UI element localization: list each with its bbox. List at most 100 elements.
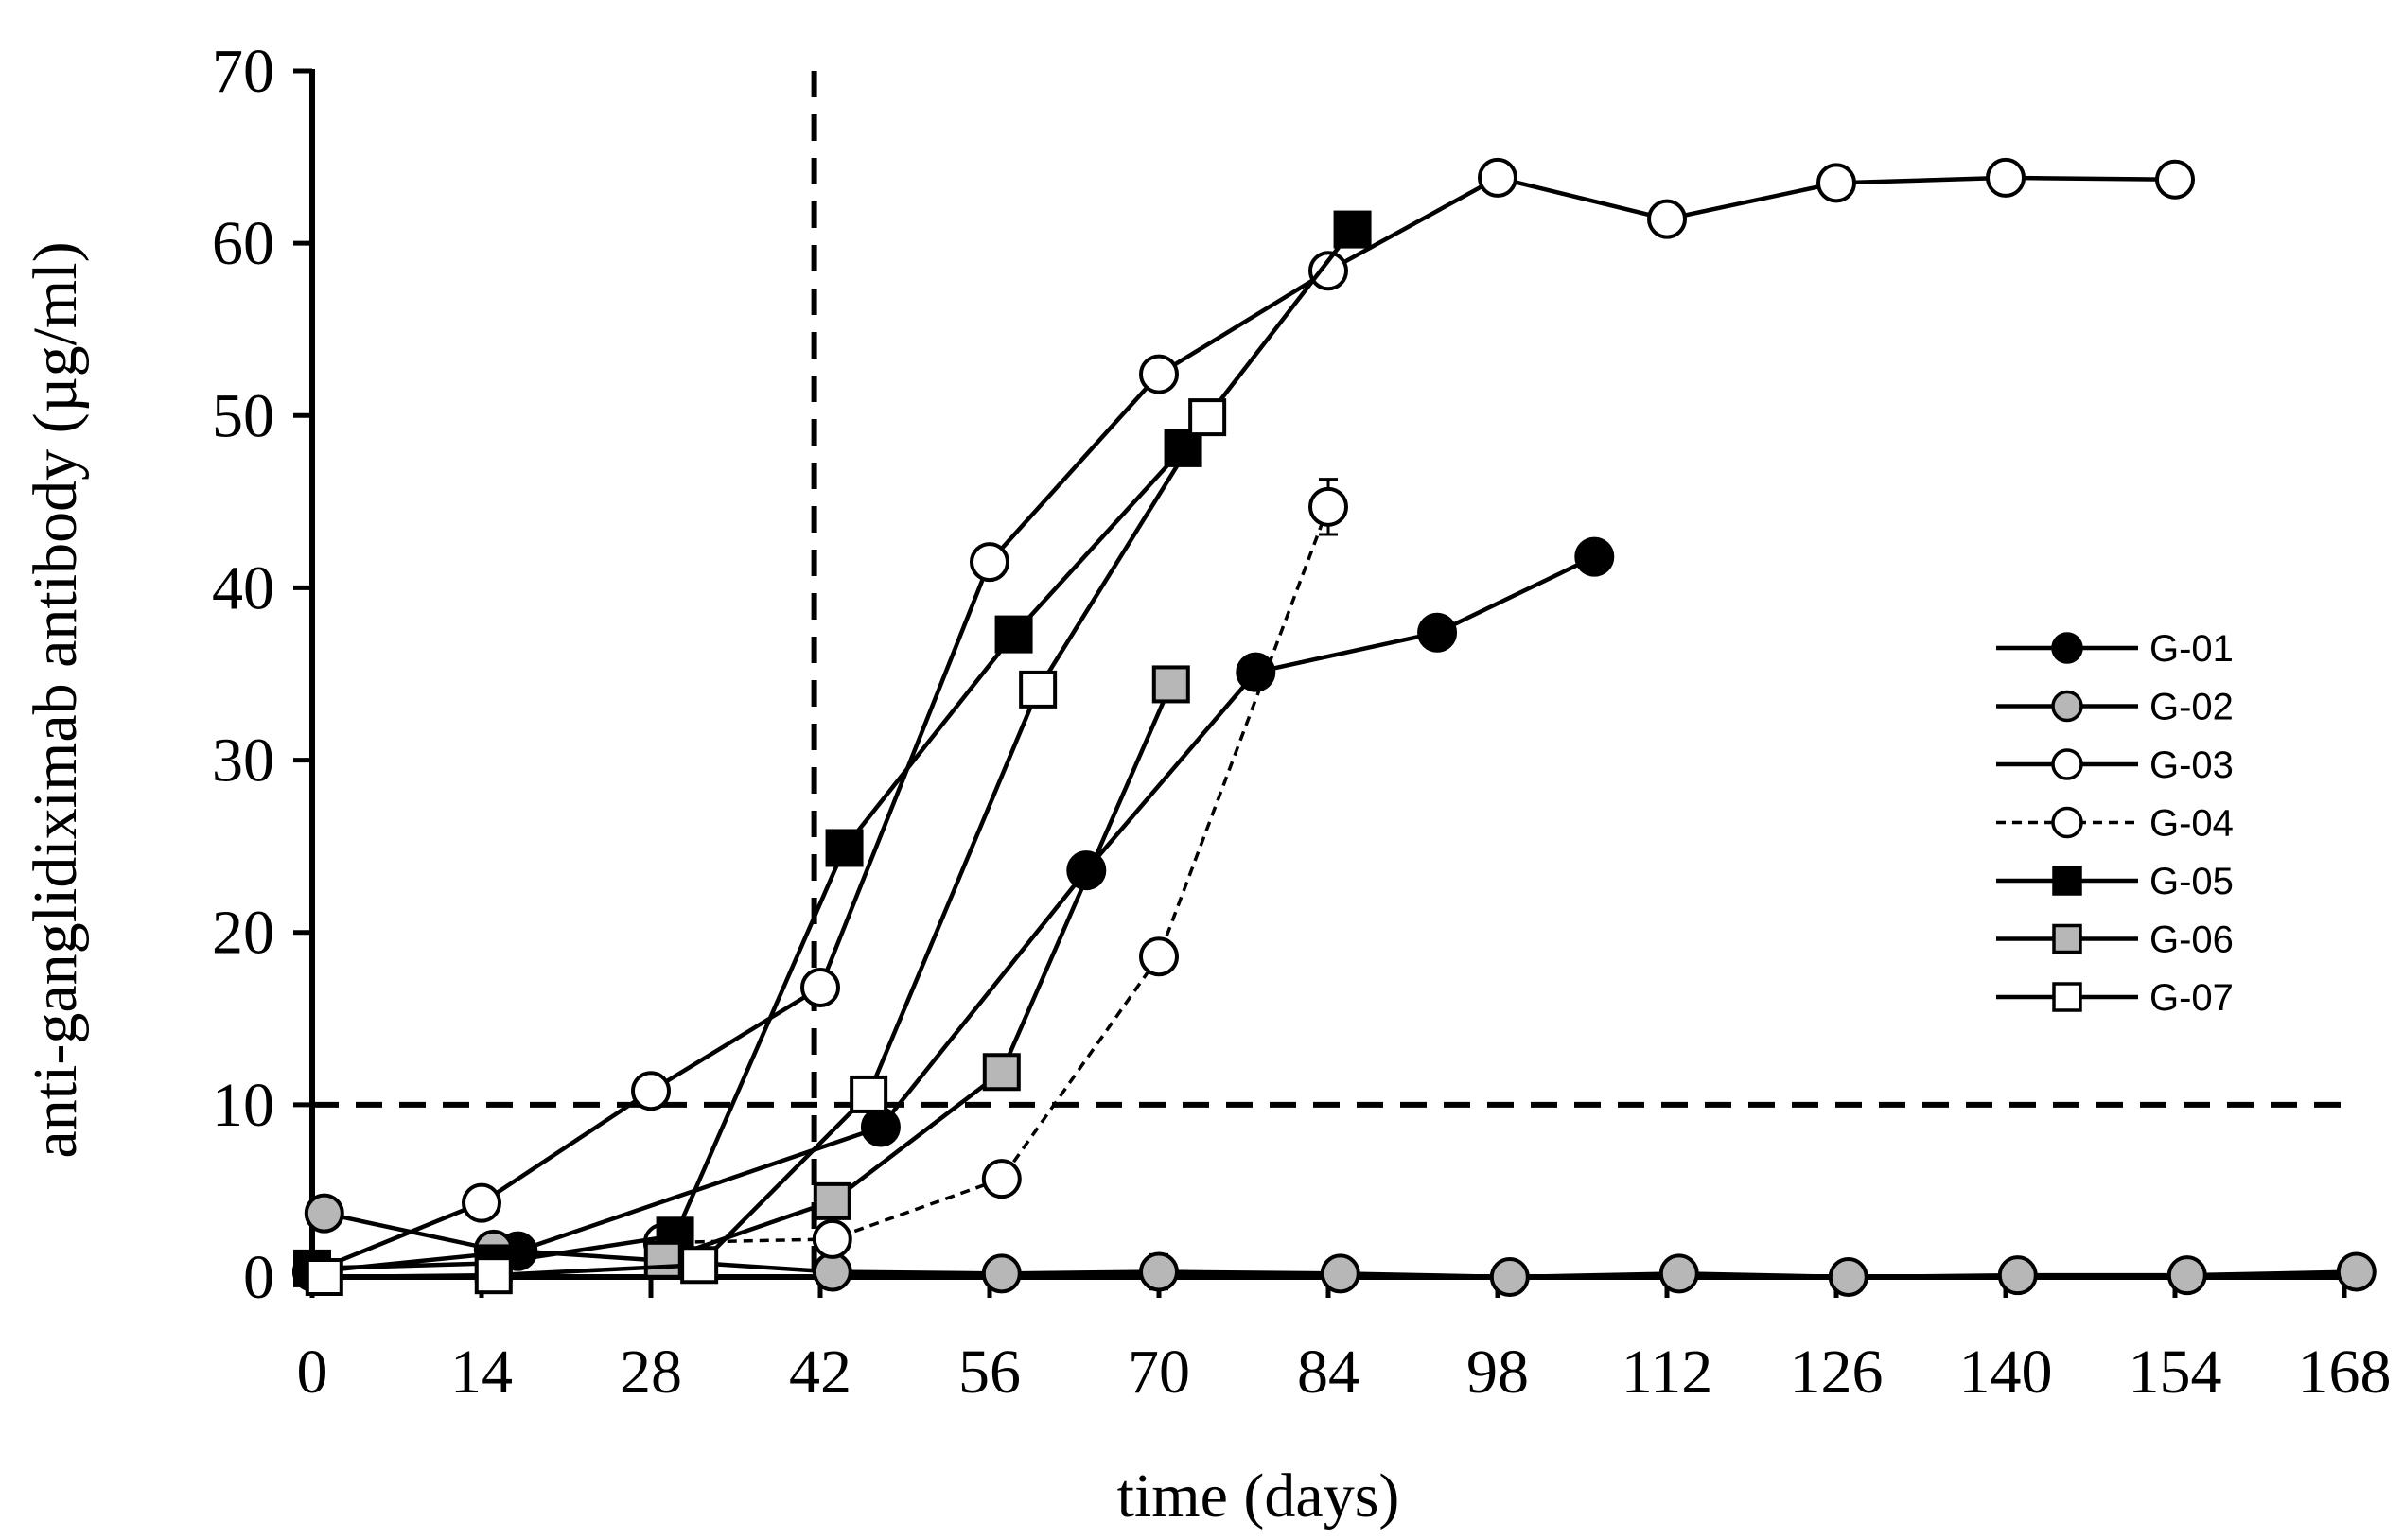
data-point-g-07 bbox=[680, 1246, 719, 1285]
data-point-g-04 bbox=[812, 1218, 852, 1259]
legend-label-g-01: G-01 bbox=[2149, 628, 2234, 670]
x-tick-label: 70 bbox=[1128, 1338, 1190, 1407]
data-point-g-06 bbox=[982, 1053, 1021, 1092]
legend-item-g-06: G-06 bbox=[1996, 919, 2234, 961]
legend-marker-g-03 bbox=[2051, 748, 2083, 780]
x-tick-label: 98 bbox=[1466, 1338, 1529, 1407]
legend-marker-g-01 bbox=[2051, 632, 2083, 664]
data-point-g-02 bbox=[304, 1193, 344, 1234]
legend-label-g-06: G-06 bbox=[2149, 919, 2234, 961]
data-point-g-07 bbox=[850, 1075, 888, 1113]
data-point-g-05 bbox=[825, 829, 864, 867]
data-point-g-02 bbox=[1997, 1255, 2038, 1296]
data-point-g-05 bbox=[1333, 210, 1372, 249]
data-point-g-07 bbox=[305, 1258, 343, 1296]
data-point-g-03 bbox=[1139, 354, 1179, 394]
legend-marker-g-04 bbox=[2051, 806, 2083, 839]
data-point-g-04 bbox=[1139, 936, 1179, 977]
y-tick-label: 60 bbox=[212, 209, 274, 278]
legend-marker-g-07 bbox=[2052, 982, 2082, 1012]
data-point-g-03 bbox=[1647, 199, 1687, 239]
data-point-g-03 bbox=[800, 968, 840, 1007]
data-point-g-04 bbox=[981, 1159, 1022, 1199]
data-point-g-02 bbox=[1828, 1257, 1868, 1297]
data-point-g-03 bbox=[970, 542, 1009, 583]
series-line-g-04 bbox=[662, 506, 1330, 1245]
data-point-g-02 bbox=[1139, 1251, 1179, 1292]
data-point-g-01 bbox=[1574, 536, 1615, 577]
data-point-g-05 bbox=[994, 615, 1033, 654]
data-point-g-02 bbox=[1489, 1257, 1530, 1297]
data-point-g-03 bbox=[1478, 157, 1517, 198]
series-layer bbox=[292, 157, 2377, 1297]
legend-item-g-05: G-05 bbox=[1996, 861, 2234, 902]
x-tick-label: 14 bbox=[450, 1338, 513, 1407]
data-point-g-02 bbox=[2166, 1255, 2207, 1296]
data-point-g-03 bbox=[1986, 157, 2026, 198]
series-line-g-05 bbox=[311, 228, 1355, 1271]
series-line-g-02 bbox=[324, 1211, 2357, 1280]
series-line-g-06 bbox=[662, 683, 1173, 1262]
data-point-g-07 bbox=[1188, 398, 1227, 437]
series-g-06 bbox=[643, 665, 1190, 1279]
legend-item-g-07: G-07 bbox=[1996, 977, 2234, 1019]
y-tick-label: 20 bbox=[212, 899, 274, 968]
data-point-g-02 bbox=[2336, 1251, 2377, 1292]
series-line-g-07 bbox=[324, 415, 1210, 1280]
data-point-g-03 bbox=[2155, 159, 2195, 200]
data-point-g-02 bbox=[1320, 1253, 1360, 1294]
data-point-g-02 bbox=[1658, 1253, 1699, 1294]
data-point-g-02 bbox=[812, 1251, 852, 1292]
data-point-g-06 bbox=[1151, 665, 1190, 704]
series-line-g-01 bbox=[311, 554, 1596, 1274]
x-tick-label: 56 bbox=[958, 1338, 1021, 1407]
y-axis-title: anti-ganglidiximab antibody (µg/ml) bbox=[21, 241, 90, 1158]
data-point-g-03 bbox=[631, 1071, 671, 1111]
series-g-04 bbox=[642, 478, 1348, 1263]
data-point-g-02 bbox=[981, 1253, 1022, 1294]
legend: G-01 G-02 G-03 G-04 G-05 G-06 G-07 bbox=[1996, 628, 2234, 1019]
reference-lines-layer bbox=[312, 71, 2344, 1286]
x-tick-label: 168 bbox=[2298, 1338, 2392, 1407]
y-tick-label: 30 bbox=[212, 726, 274, 796]
series-g-07 bbox=[305, 398, 1227, 1296]
data-point-g-07 bbox=[474, 1256, 513, 1295]
data-point-g-07 bbox=[1019, 670, 1058, 709]
legend-marker-g-02 bbox=[2051, 690, 2083, 723]
x-tick-label: 154 bbox=[2129, 1338, 2222, 1407]
data-point-g-06 bbox=[813, 1181, 851, 1220]
series-g-03 bbox=[292, 157, 2195, 1292]
x-tick-label: 140 bbox=[1959, 1338, 2053, 1407]
x-axis-title: time (days) bbox=[1117, 1461, 1400, 1531]
legend-label-g-05: G-05 bbox=[2149, 861, 2234, 902]
y-tick-label: 40 bbox=[212, 553, 274, 622]
x-tick-label: 0 bbox=[297, 1338, 328, 1407]
series-g-05 bbox=[293, 210, 1372, 1287]
x-tick-label: 42 bbox=[789, 1338, 851, 1407]
y-tick-label: 70 bbox=[212, 37, 274, 106]
data-point-g-06 bbox=[643, 1240, 682, 1279]
legend-label-g-07: G-07 bbox=[2149, 977, 2234, 1019]
legend-label-g-03: G-03 bbox=[2149, 744, 2234, 786]
x-tick-label: 112 bbox=[1622, 1338, 1713, 1407]
legend-item-g-03: G-03 bbox=[1996, 744, 2234, 786]
series-line-g-03 bbox=[311, 175, 2176, 1274]
legend-label-g-04: G-04 bbox=[2149, 803, 2234, 845]
data-point-g-03 bbox=[1816, 163, 1856, 203]
y-tick-label: 10 bbox=[212, 1071, 274, 1140]
data-point-g-03 bbox=[1308, 251, 1348, 291]
data-point-g-03 bbox=[462, 1182, 501, 1223]
legend-marker-g-05 bbox=[2052, 866, 2082, 896]
x-tick-label: 84 bbox=[1297, 1338, 1359, 1407]
legend-item-g-02: G-02 bbox=[1996, 687, 2234, 728]
data-point-g-01 bbox=[1236, 652, 1276, 692]
series-g-02 bbox=[304, 1193, 2377, 1297]
legend-marker-g-06 bbox=[2052, 923, 2082, 954]
x-tick-label: 126 bbox=[1790, 1338, 1884, 1407]
data-point-g-04 bbox=[1308, 486, 1348, 527]
x-tick-label: 28 bbox=[620, 1338, 682, 1407]
axes-layer: 0 10 20 30 40 50 60 70 0 14 28 42 56 70 84 98 112 126 140 1… bbox=[212, 37, 2392, 1407]
legend-item-g-01: G-01 bbox=[1996, 628, 2234, 670]
